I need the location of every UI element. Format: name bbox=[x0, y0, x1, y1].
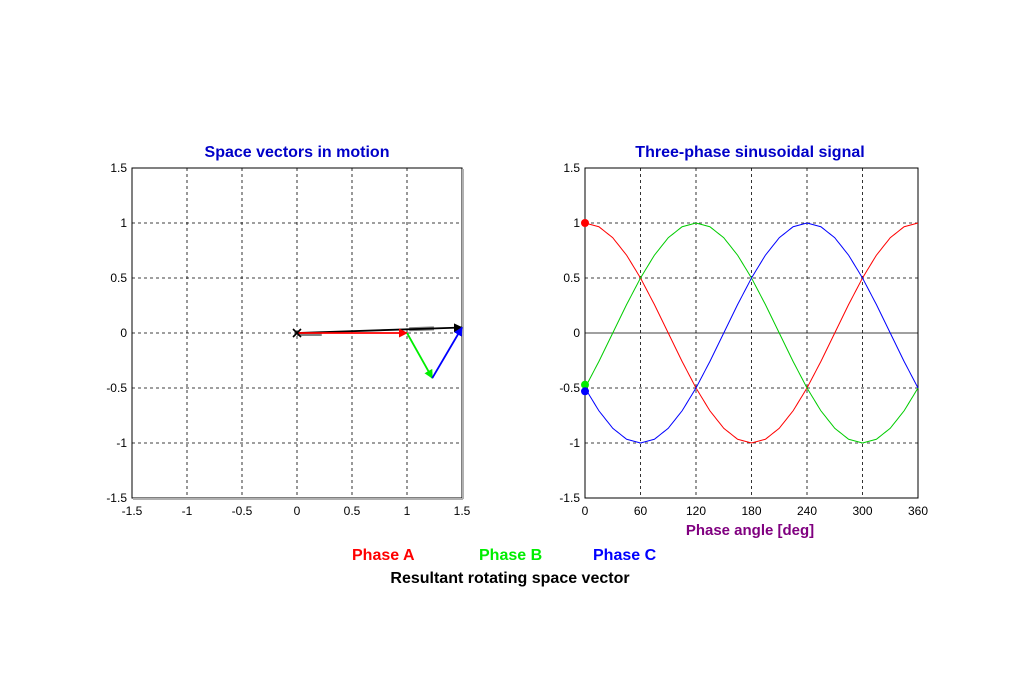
phase-b-marker bbox=[581, 380, 589, 389]
legend-phase-c: Phase C bbox=[593, 547, 657, 564]
phase-c-curve bbox=[584, 222, 919, 444]
x-tick-label: -0.5 bbox=[232, 504, 253, 518]
legend-resultant: Resultant rotating space vector bbox=[390, 570, 629, 587]
x-tick-label: -1.5 bbox=[122, 504, 143, 518]
phase-a-marker bbox=[581, 219, 589, 227]
y-tick-label: 1.5 bbox=[563, 161, 580, 175]
space-vector-chart-title: Space vectors in motion bbox=[205, 144, 390, 161]
y-tick-label: -0.5 bbox=[106, 381, 127, 395]
x-tick-label: 1 bbox=[404, 504, 411, 518]
y-tick-label: 1 bbox=[120, 216, 127, 230]
y-tick-label: 0.5 bbox=[110, 271, 127, 285]
x-tick-label: 120 bbox=[686, 504, 706, 518]
resultant-rotating-space-vector-vector bbox=[296, 323, 463, 334]
x-tick-label: 1.5 bbox=[454, 504, 471, 518]
y-tick-label: -1.5 bbox=[559, 491, 580, 505]
x-tick-label: 60 bbox=[634, 504, 648, 518]
legend-phase-b: Phase B bbox=[479, 547, 542, 564]
y-tick-label: 1.5 bbox=[110, 161, 127, 175]
y-tick-label: 0 bbox=[120, 326, 127, 340]
y-tick-label: -1.5 bbox=[106, 491, 127, 505]
x-tick-label: -1 bbox=[182, 504, 193, 518]
legend-phase-a: Phase A bbox=[352, 547, 415, 564]
space-vector-tick-labels: -1.5 -1 -0.5 0 0.5 1 1.5 -1.5 -1 -0.5 0 0.5 1 1.5 bbox=[106, 161, 470, 518]
y-tick-label: 0 bbox=[573, 326, 580, 340]
x-tick-label: 300 bbox=[852, 504, 872, 518]
space-vector-arrows bbox=[292, 323, 463, 379]
y-tick-label: -0.5 bbox=[559, 381, 580, 395]
origin-marker bbox=[292, 328, 302, 338]
x-tick-label: 360 bbox=[908, 504, 928, 518]
y-tick-label: -1 bbox=[569, 436, 580, 450]
legend: Phase A Phase B Phase C Resultant rotati… bbox=[352, 547, 657, 587]
sinusoid-current-markers bbox=[581, 219, 589, 396]
space-vector-chart: Space vectors in motion -1.5 -1 -0.5 0 0.5 1 1… bbox=[106, 144, 470, 518]
sinusoid-chart-title: Three-phase sinusoidal signal bbox=[635, 144, 864, 161]
y-tick-label: 1 bbox=[573, 216, 580, 230]
sinusoid-chart: Three-phase sinusoidal signal 0 60 120 180 2… bbox=[559, 144, 928, 539]
x-tick-label: 0 bbox=[582, 504, 589, 518]
y-tick-label: -1 bbox=[116, 436, 127, 450]
phase-c-marker bbox=[581, 387, 589, 396]
phase-c-vector bbox=[431, 326, 463, 379]
x-tick-label: 240 bbox=[797, 504, 817, 518]
y-tick-label: 0.5 bbox=[563, 271, 580, 285]
x-tick-label: 180 bbox=[741, 504, 761, 518]
sinusoid-series bbox=[584, 222, 919, 444]
x-tick-label: 0 bbox=[294, 504, 301, 518]
sinusoid-tick-labels: 0 60 120 180 240 300 360 -1.5 -1 -0.5 0 0.5 1 1.5 bbox=[559, 161, 928, 518]
x-tick-label: 0.5 bbox=[344, 504, 361, 518]
sinusoid-x-axis-label: Phase angle [deg] bbox=[686, 522, 814, 539]
phase-b-vector bbox=[406, 332, 434, 379]
